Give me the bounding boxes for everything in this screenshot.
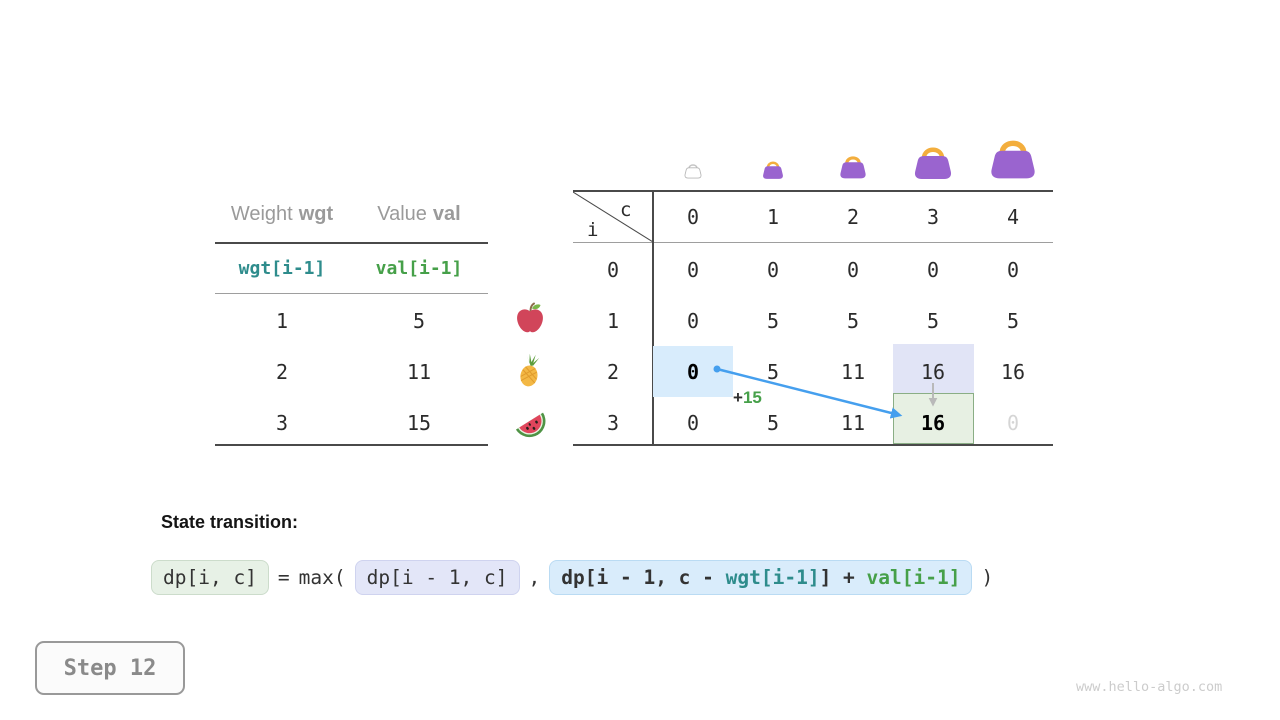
dp-cell-1-0: 0 — [686, 309, 700, 333]
formula-close-paren: ) — [981, 566, 994, 589]
item1-value: 5 — [412, 309, 426, 333]
item2-value: 11 — [406, 360, 432, 384]
dp-cell-0-1: 0 — [766, 258, 780, 282]
formula-option-take: dp[i - 1, c - wgt[i-1]] + val[i-1] — [549, 560, 973, 595]
dp-cell-1-1: 5 — [766, 309, 780, 333]
value-column-header: Value val — [352, 190, 486, 238]
dp-cell-3-3: 16 — [920, 411, 946, 435]
value-title: Value — [377, 202, 427, 225]
item3-weight: 3 — [275, 411, 289, 435]
dp-cell-0-0: 0 — [686, 258, 700, 282]
step-label: Step 12 — [63, 655, 157, 681]
bag-small-icon — [763, 161, 783, 179]
col-header-1: 1 — [766, 205, 780, 229]
dp-table-bottom-rule — [573, 444, 1053, 446]
option-take-part2: ] + — [819, 566, 867, 589]
items-table-index-rule — [215, 293, 488, 294]
step-badge: Step 12 — [35, 641, 185, 695]
site-watermark: www.hello-algo.com — [1076, 679, 1223, 695]
pineapple-icon — [520, 353, 540, 387]
dp-cell-2-4: 16 — [1000, 360, 1026, 384]
weight-column-header: Weight wgt — [215, 190, 349, 238]
bag-medium-icon — [840, 156, 866, 179]
weight-title: Weight — [230, 202, 293, 225]
dp-cell-2-2: 11 — [840, 360, 866, 384]
corner-diagonal — [573, 192, 653, 242]
option-take-wgt: wgt[i-1] — [725, 566, 820, 589]
dp-cell-3-0: 0 — [686, 411, 700, 435]
dp-cell-3-2: 11 — [840, 411, 866, 435]
dp-cell-3-1: 5 — [766, 411, 780, 435]
corner-col-label: c — [620, 199, 632, 221]
dp-cell-1-3: 5 — [926, 309, 940, 333]
col-header-0: 0 — [686, 205, 700, 229]
dp-cell-0-4: 0 — [1006, 258, 1020, 282]
dp-cell-0-2: 0 — [846, 258, 860, 282]
bag-empty-icon — [684, 164, 702, 179]
corner-row-label: i — [587, 219, 599, 241]
dp-table-header-rule — [573, 242, 1053, 243]
state-transition-formula: dp[i, c] = max( dp[i - 1, c] , dp[i - 1,… — [151, 560, 993, 595]
formula-max-open: max( — [298, 566, 346, 589]
item3-value: 15 — [406, 411, 432, 435]
bag-large-icon — [914, 147, 952, 179]
item1-weight: 1 — [275, 309, 289, 333]
dp-table-top-rule — [573, 190, 1053, 192]
option-take-part1: dp[i - 1, c - — [561, 566, 726, 589]
dp-cell-0-3: 0 — [926, 258, 940, 282]
plus-sign: + — [733, 388, 743, 407]
row-header-2: 2 — [606, 360, 620, 384]
wgt-title: wgt — [298, 202, 334, 225]
items-table-bottom-rule — [215, 444, 488, 446]
row-header-1: 1 — [606, 309, 620, 333]
dp-cell-1-2: 5 — [846, 309, 860, 333]
state-transition-heading: State transition: — [161, 512, 299, 532]
dp-cell-1-4: 5 — [1006, 309, 1020, 333]
col-header-2: 2 — [846, 205, 860, 229]
col-header-4: 4 — [1006, 205, 1020, 229]
formula-comma: , — [528, 566, 541, 589]
watermelon-icon — [515, 412, 546, 438]
formula-equals: = — [277, 566, 290, 589]
formula-option-keep: dp[i - 1, c] — [354, 560, 520, 595]
bag-xlarge-icon — [991, 140, 1035, 179]
row-header-3: 3 — [606, 411, 620, 435]
items-table-header-rule — [215, 242, 488, 244]
wgt-index-label: wgt[i-1] — [238, 257, 326, 279]
option-take-val: val[i-1] — [866, 566, 961, 589]
dp-cell-3-4: 0 — [1006, 411, 1020, 435]
dp-table-vertical-rule — [652, 190, 654, 446]
formula-lhs: dp[i, c] — [151, 560, 269, 595]
apple-icon — [517, 302, 543, 333]
row-header-0: 0 — [606, 258, 620, 282]
dp-cell-2-3: 16 — [920, 360, 946, 384]
val-index-label: val[i-1] — [375, 257, 463, 279]
dp-cell-2-0: 0 — [686, 360, 700, 384]
val-title: val — [432, 202, 461, 225]
added-value-annotation: +15 — [733, 388, 762, 408]
col-header-3: 3 — [926, 205, 940, 229]
item2-weight: 2 — [275, 360, 289, 384]
added-value: 15 — [742, 388, 762, 407]
